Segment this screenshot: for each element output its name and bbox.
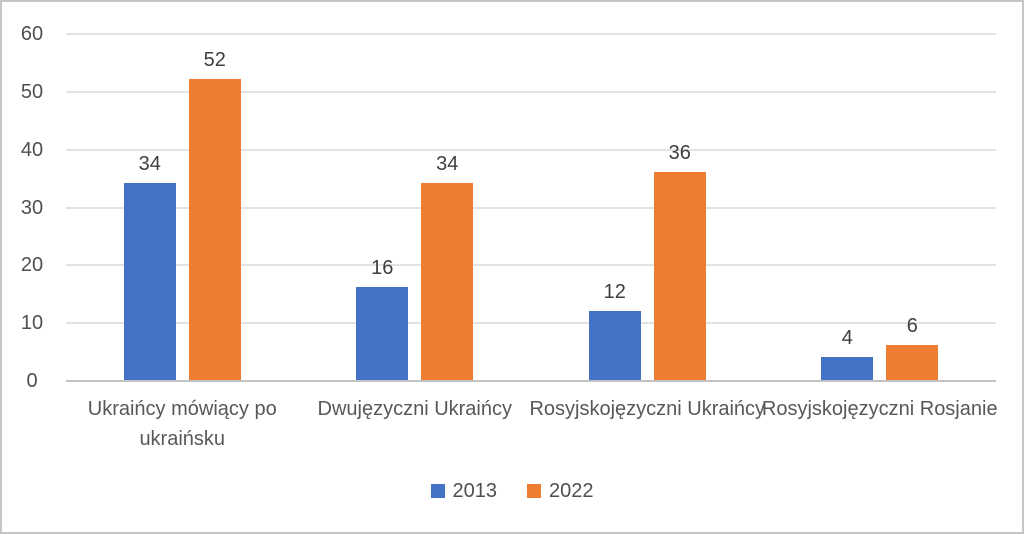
gridline bbox=[66, 33, 996, 35]
bar-value-label: 52 bbox=[203, 49, 226, 72]
y-tick-label: 60 bbox=[20, 23, 44, 45]
bar-value-label: 36 bbox=[668, 141, 691, 164]
bar-value-label: 16 bbox=[371, 257, 394, 280]
legend: 2013 2022 bbox=[2, 480, 1022, 502]
gridline bbox=[66, 322, 996, 325]
gridline bbox=[66, 148, 996, 151]
legend-label: 2013 bbox=[452, 480, 498, 502]
bar-value-label: 12 bbox=[603, 280, 626, 303]
y-tick-label: 30 bbox=[20, 196, 44, 219]
bar-2013 bbox=[821, 356, 874, 380]
bar-2022 bbox=[188, 79, 241, 380]
gridline bbox=[66, 90, 996, 93]
gridline bbox=[66, 206, 996, 209]
bar-value-label: 34 bbox=[138, 153, 161, 176]
y-tick-label: 50 bbox=[20, 80, 44, 103]
y-tick-label: 40 bbox=[20, 138, 44, 161]
legend-label: 2022 bbox=[549, 480, 594, 502]
gridline bbox=[66, 264, 996, 267]
y-tick-label: 10 bbox=[20, 312, 44, 335]
bar-value-label: 6 bbox=[906, 315, 918, 338]
bar-value-label: 34 bbox=[436, 153, 459, 176]
bar-value-label: 4 bbox=[841, 326, 853, 349]
bar-2022 bbox=[421, 183, 474, 380]
category-label: Dwujęzyczni Ukraińcy bbox=[317, 398, 513, 420]
bar-2022 bbox=[886, 345, 939, 380]
category-label: Ukraińcy mówiący po ukraińsku bbox=[87, 398, 277, 450]
x-axis-line bbox=[66, 380, 996, 382]
bar-2013 bbox=[356, 287, 409, 380]
bar-2013 bbox=[123, 183, 176, 380]
legend-item-2022: 2022 bbox=[527, 480, 594, 502]
category-label: Rosyjskojęzyczni Ukraińcy bbox=[529, 398, 766, 420]
legend-swatch-2013 bbox=[430, 484, 445, 498]
legend-item-2013: 2013 bbox=[430, 480, 498, 502]
y-tick-label: 20 bbox=[20, 254, 44, 277]
category-label: Rosyjskojęzyczni Rosjanie bbox=[761, 398, 998, 420]
bar-2022 bbox=[653, 171, 706, 380]
legend-swatch-2022 bbox=[527, 484, 541, 498]
bar-2013 bbox=[588, 310, 641, 380]
y-tick-label: 0 bbox=[26, 370, 38, 392]
